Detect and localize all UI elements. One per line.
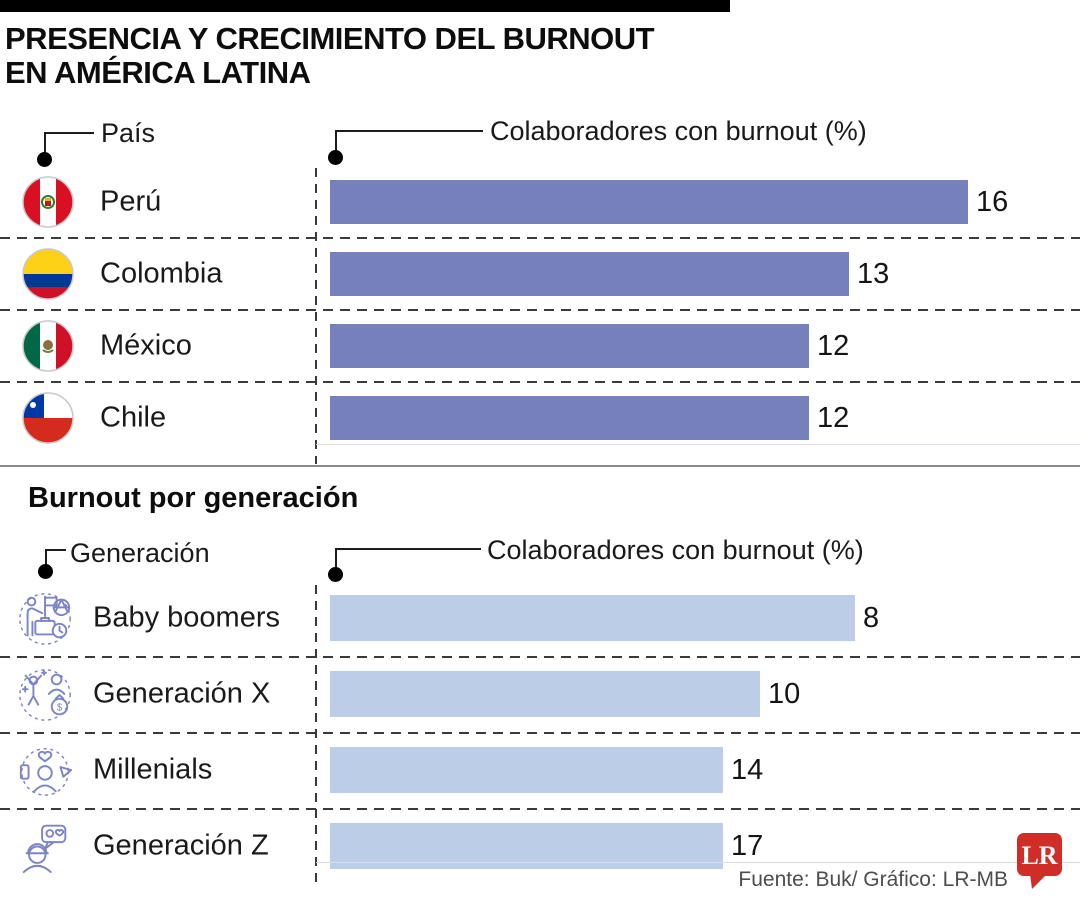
colombia-flag-icon bbox=[22, 248, 74, 300]
table-row-baby-boomers: Baby boomers 8 bbox=[0, 580, 1080, 656]
top-black-bar bbox=[0, 0, 730, 12]
generation-z-icon bbox=[22, 824, 67, 874]
section-divider bbox=[0, 465, 1080, 467]
baby-boomers-icon bbox=[19, 593, 71, 645]
generation-label: Generación X bbox=[93, 677, 271, 710]
pais-connector-line bbox=[44, 132, 94, 134]
source-credit: Fuente: Buk/ Gráfico: LR-MB bbox=[738, 868, 1008, 891]
table-row-mexico: México 12 bbox=[0, 310, 1080, 382]
generacion-connector-line bbox=[45, 549, 47, 568]
row-separator bbox=[0, 309, 1080, 311]
bar-row: 10 bbox=[330, 671, 800, 717]
svg-text:$: $ bbox=[57, 702, 63, 713]
chile-flag-icon bbox=[22, 392, 74, 444]
bar-value: 13 bbox=[857, 257, 890, 290]
country-label: México bbox=[100, 329, 192, 362]
lr-logo: LR bbox=[1017, 833, 1062, 889]
bar-value: 16 bbox=[976, 185, 1009, 218]
page-title: PRESENCIA Y CRECIMIENTO DEL BURNOUT EN A… bbox=[5, 21, 655, 91]
bar-value: 8 bbox=[863, 601, 880, 634]
row-separator bbox=[0, 656, 1080, 658]
bar-generacion-z bbox=[330, 823, 723, 869]
axis-dashed-line bbox=[315, 585, 317, 888]
generacion-connector-dot bbox=[38, 564, 53, 579]
bar-chile bbox=[330, 396, 809, 440]
row-separator bbox=[0, 381, 1080, 383]
generation-x-icon: $ bbox=[19, 669, 71, 721]
burnout-connector-line bbox=[335, 130, 337, 156]
generacion-connector-line bbox=[45, 549, 66, 551]
bar-colombia bbox=[330, 252, 849, 296]
generation-label: Baby boomers bbox=[93, 601, 280, 634]
country-label: Perú bbox=[100, 185, 162, 218]
pais-connector-line bbox=[44, 132, 46, 158]
column-header-burnout2: Colaboradores con burnout (%) bbox=[487, 535, 864, 565]
bar-row: 14 bbox=[330, 747, 763, 793]
bar-row: 17 bbox=[330, 823, 763, 869]
mexico-flag-icon bbox=[22, 320, 74, 372]
bar-millenials bbox=[330, 747, 723, 793]
table-row-generacion-x: $ Generación X 10 bbox=[0, 656, 1080, 732]
page-title-line1: PRESENCIA Y CRECIMIENTO DEL BURNOUT bbox=[5, 21, 655, 56]
section-title-generacion: Burnout por generación bbox=[28, 482, 359, 514]
peru-flag-icon bbox=[22, 176, 74, 228]
svg-text:LR: LR bbox=[1021, 841, 1057, 870]
millenials-icon bbox=[19, 748, 73, 796]
row-separator bbox=[0, 732, 1080, 734]
bar-row: 13 bbox=[330, 252, 889, 296]
chart-baseline bbox=[316, 862, 1080, 863]
generation-label: Generación Z bbox=[93, 829, 269, 862]
burnout2-connector-line bbox=[335, 548, 337, 571]
pais-connector-dot bbox=[37, 152, 52, 167]
bar-baby-boomers bbox=[330, 595, 855, 641]
bar-generacion-x bbox=[330, 671, 760, 717]
bar-row: 8 bbox=[330, 595, 879, 641]
burnout-connector-line bbox=[335, 130, 483, 132]
table-row-millenials: Millenials 14 bbox=[0, 732, 1080, 808]
burnout-connector-dot bbox=[328, 150, 343, 165]
table-row-generacion-z: Generación Z 17 bbox=[0, 808, 1080, 884]
chart-baseline bbox=[316, 444, 1080, 445]
column-header-burnout: Colaboradores con burnout (%) bbox=[490, 116, 867, 146]
bar-peru bbox=[330, 180, 968, 224]
burnout2-connector-dot bbox=[328, 567, 343, 582]
bar-row: 12 bbox=[330, 324, 849, 368]
bar-row: 16 bbox=[330, 180, 1008, 224]
page-title-line2: EN AMÉRICA LATINA bbox=[5, 55, 311, 91]
table-row-chile: Chile 12 bbox=[0, 382, 1080, 454]
bar-value: 12 bbox=[817, 329, 850, 362]
table-row-colombia: Colombia 13 bbox=[0, 238, 1080, 310]
bar-value: 10 bbox=[768, 677, 801, 710]
bar-mexico bbox=[330, 324, 809, 368]
bar-value: 17 bbox=[731, 829, 764, 862]
bar-row: 12 bbox=[330, 396, 849, 440]
bar-value: 14 bbox=[731, 753, 764, 786]
table-row-peru: Perú 16 bbox=[0, 166, 1080, 238]
country-label: Chile bbox=[100, 401, 167, 434]
burnout2-connector-line bbox=[335, 548, 481, 550]
column-header-generacion: Generación bbox=[70, 538, 210, 568]
country-label: Colombia bbox=[100, 257, 223, 290]
generation-label: Millenials bbox=[93, 753, 213, 786]
axis-dashed-line bbox=[315, 168, 317, 464]
bar-value: 12 bbox=[817, 401, 850, 434]
row-separator bbox=[0, 237, 1080, 239]
row-separator bbox=[0, 808, 1080, 810]
column-header-pais: País bbox=[101, 118, 156, 148]
